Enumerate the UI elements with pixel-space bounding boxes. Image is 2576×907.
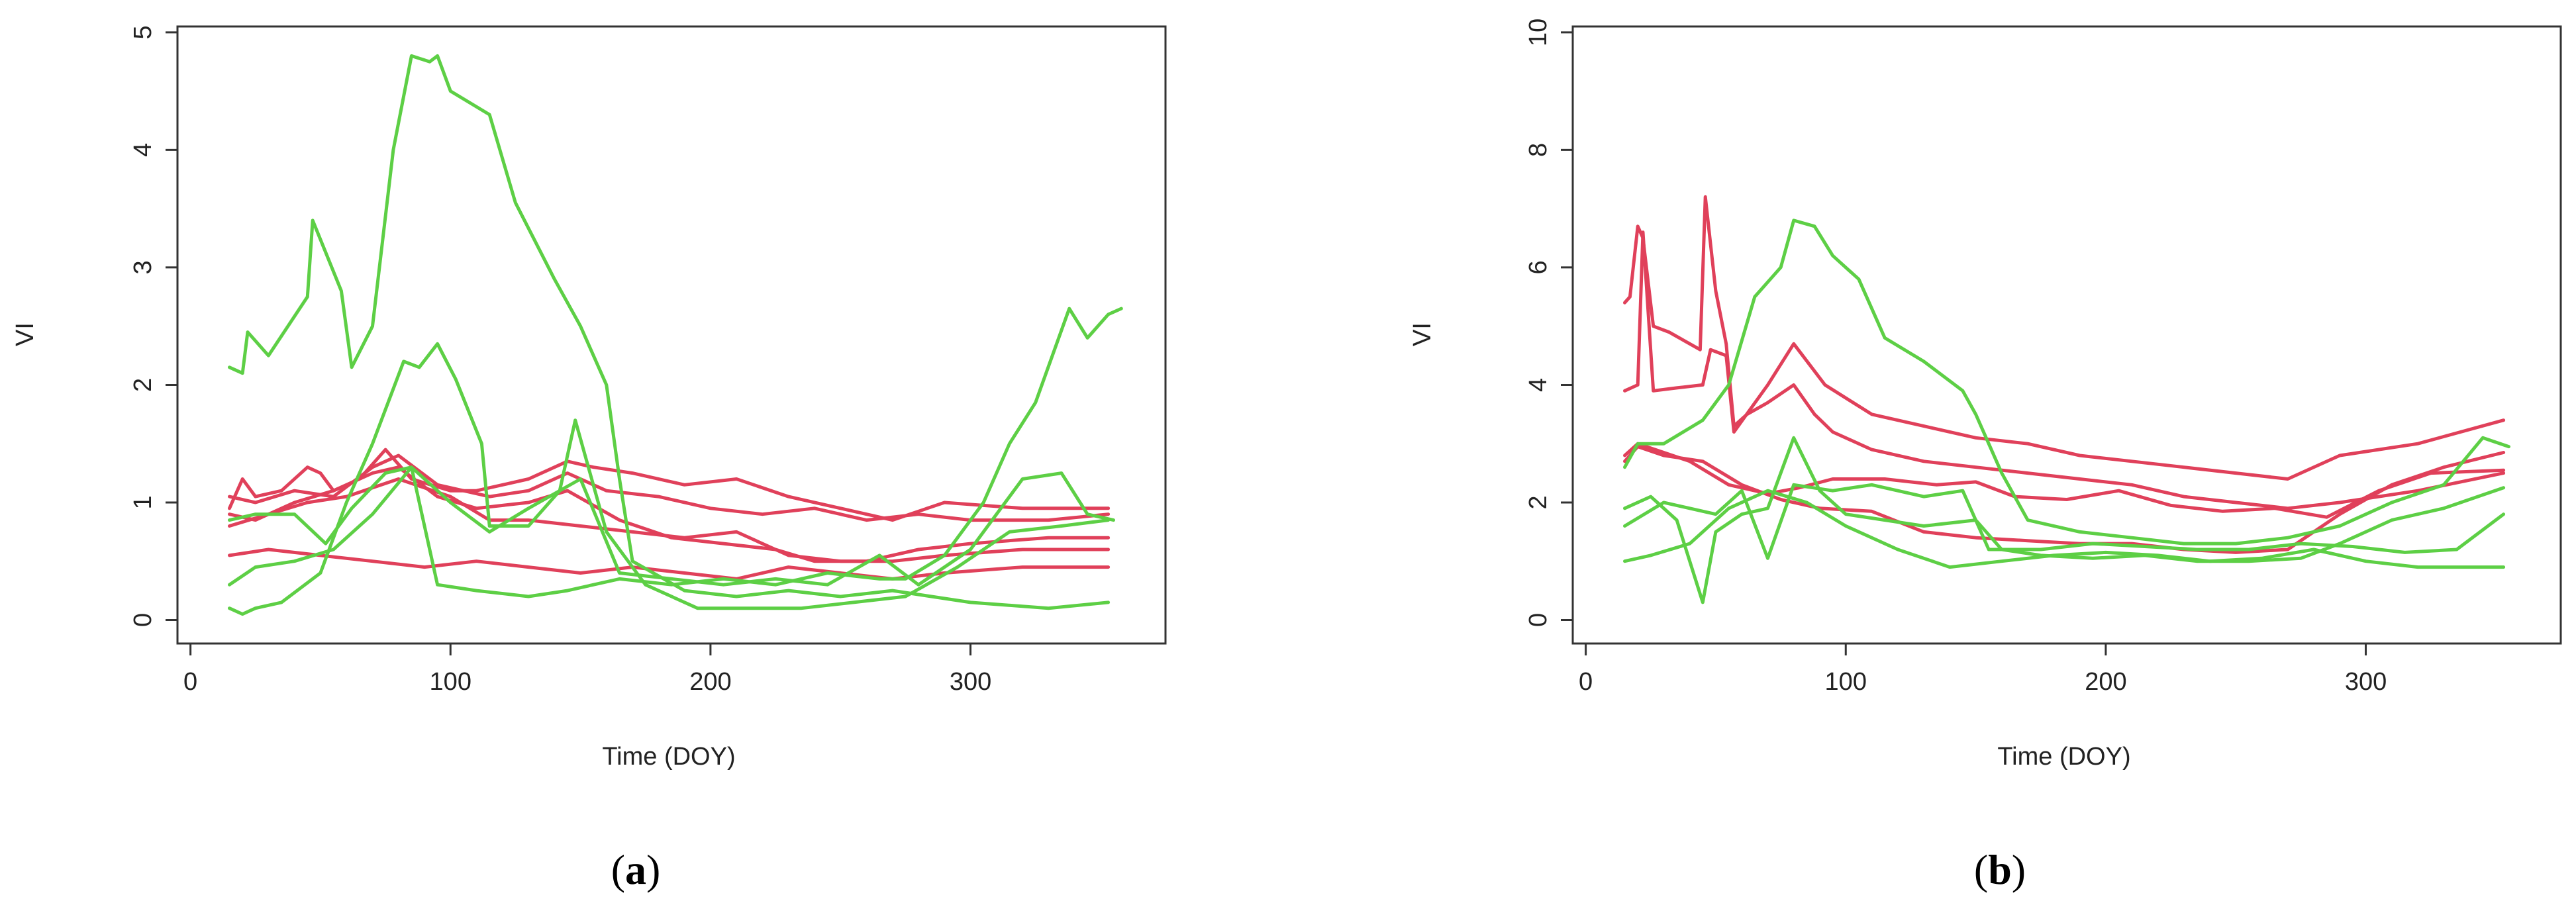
y-tick-label: 5 xyxy=(129,25,157,39)
chart-panel-a: 0 100 200 300 0 1 2 3 4 5 Time (DOY) VI (a) xyxy=(11,25,1167,893)
series-line-a-3 xyxy=(228,465,1111,563)
x-tick-label: 300 xyxy=(2345,668,2387,696)
chart-panel-b: 0 100 200 300 0 2 4 6 8 10 Time (DOY) VI (b) xyxy=(1409,19,2562,893)
series-line-a-1 xyxy=(228,448,1111,522)
series-layer-b xyxy=(1623,195,2510,604)
plot-frame-b xyxy=(1571,25,2562,645)
y-tick-label: 8 xyxy=(1524,143,1552,157)
x-axis-label-a: Time (DOY) xyxy=(602,743,735,771)
panel-letter-b: b xyxy=(1988,846,2012,893)
x-tick-label: 200 xyxy=(689,668,731,696)
y-tick-label: 2 xyxy=(1524,495,1552,509)
series-line-b-8 xyxy=(1623,489,2506,569)
y-tick-label: 3 xyxy=(129,260,157,274)
panel-letter-a: a xyxy=(625,846,646,893)
x-tick-label: 200 xyxy=(2085,668,2126,696)
y-tick-label: 4 xyxy=(1524,378,1552,392)
y-tick-label: 6 xyxy=(1524,260,1552,274)
axes-a: 0 100 200 300 0 1 2 3 4 5 xyxy=(129,25,991,696)
series-layer-a xyxy=(228,54,1123,616)
series-line-b-6 xyxy=(1623,436,2506,604)
y-axis-label-a: VI xyxy=(11,322,39,346)
x-tick-label: 100 xyxy=(430,668,471,696)
axes-b: 0 100 200 300 0 2 4 6 8 10 xyxy=(1524,19,2387,696)
series-line-b-4 xyxy=(1623,442,2506,519)
y-tick-label: 4 xyxy=(129,143,157,157)
y-tick-label: 0 xyxy=(1524,613,1552,627)
plot-frame-a xyxy=(176,25,1167,645)
panel-label-a: (a) xyxy=(611,846,661,893)
series-line-b-5 xyxy=(1623,218,2510,546)
y-axis-label-b: VI xyxy=(1409,322,1436,346)
y-tick-label: 2 xyxy=(129,378,157,392)
series-line-b-7 xyxy=(1623,483,2506,560)
x-tick-label: 100 xyxy=(1825,668,1867,696)
series-line-a-9 xyxy=(228,465,1115,587)
series-line-a-2 xyxy=(228,453,1111,522)
series-line-b-1 xyxy=(1623,195,2506,510)
x-tick-label: 0 xyxy=(183,668,197,696)
y-tick-label: 1 xyxy=(129,495,157,509)
series-line-a-6 xyxy=(228,54,1111,610)
y-tick-label: 10 xyxy=(1524,19,1552,46)
series-line-b-3 xyxy=(1623,445,2506,554)
panel-label-b: (b) xyxy=(1974,846,2026,893)
x-tick-label: 0 xyxy=(1579,668,1593,696)
y-tick-label: 0 xyxy=(129,613,157,627)
x-axis-label-b: Time (DOY) xyxy=(1997,743,2130,771)
series-line-b-2 xyxy=(1623,230,2506,481)
x-tick-label: 300 xyxy=(950,668,991,696)
